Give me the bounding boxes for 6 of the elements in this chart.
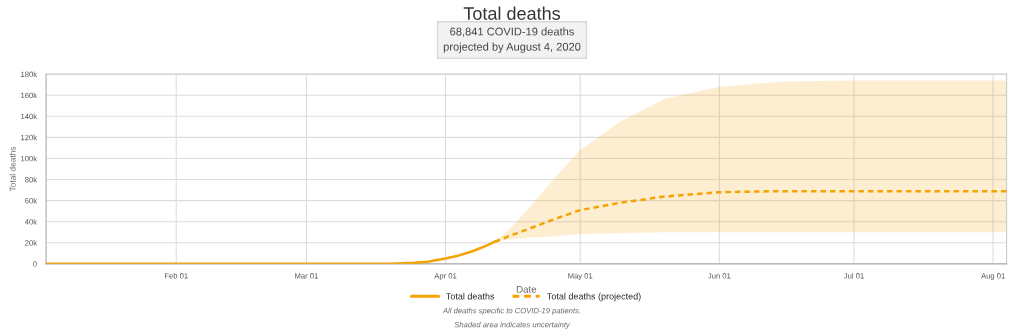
chart-title: Total deaths xyxy=(463,6,561,20)
x-axis-title: Date xyxy=(516,285,537,293)
chart-subtitle: 68,841 COVID-19 deaths projected by August 4, 2020 xyxy=(443,27,581,53)
legend-label: Total deaths (projected) xyxy=(547,292,641,302)
y-axis-title: Total deaths xyxy=(9,146,16,192)
legend-label: Total deaths xyxy=(446,292,495,300)
